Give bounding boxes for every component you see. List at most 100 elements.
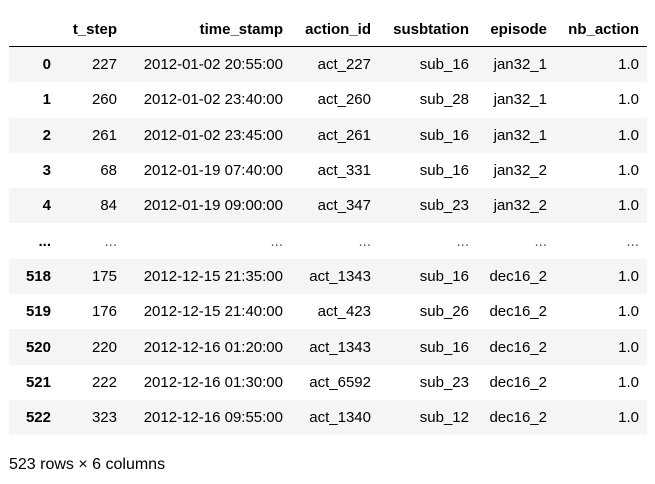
susbtation-cell: sub_12 (419, 409, 469, 427)
time-stamp-cell: ... (270, 232, 283, 250)
header-episode: episode (477, 12, 555, 47)
nb-action-cell: 1.0 (618, 409, 639, 427)
header-time-stamp: time_stamp (125, 12, 291, 47)
nb-action-cell: 1.0 (618, 303, 639, 321)
action-id-cell: act_260 (317, 91, 371, 109)
episode-cell: dec16_2 (489, 338, 547, 356)
nb-action-cell: 1.0 (618, 338, 639, 356)
row-index: ... (38, 232, 51, 250)
table-row: 522 323 2012-12-16 09:55:00 act_1340 sub_12 d… (9, 399, 647, 436)
time-stamp-cell: 2012-12-15 21:35:00 (143, 267, 283, 285)
time-stamp-cell: 2012-01-02 23:40:00 (143, 91, 283, 109)
table-summary: 523 rows × 6 columns (9, 456, 166, 473)
t-step-cell: 261 (91, 126, 117, 144)
episode-cell: jan32_1 (493, 91, 547, 109)
t-step-cell: 175 (91, 267, 117, 285)
episode-cell: jan32_2 (493, 162, 547, 180)
dataframe-output: t_step time_stamp action_id susbtation e… (9, 12, 647, 436)
episode-cell: dec16_2 (489, 267, 547, 285)
row-index: 522 (25, 409, 51, 427)
table-row: 518 175 2012-12-15 21:35:00 act_1343 sub_16 d… (9, 258, 647, 295)
table-row: 2 261 2012-01-02 23:45:00 act_261 sub_16 jan3… (9, 117, 647, 153)
susbtation-cell: sub_26 (419, 303, 469, 321)
susbtation-cell: sub_23 (419, 373, 469, 391)
t-step-cell: 220 (91, 338, 117, 356)
susbtation-cell: sub_16 (419, 56, 469, 74)
action-id-cell: act_227 (317, 56, 371, 74)
action-id-cell: act_1343 (309, 267, 371, 285)
nb-action-cell: 1.0 (618, 267, 639, 285)
row-index: 2 (42, 126, 51, 144)
row-index: 3 (42, 162, 51, 180)
table-row: 1 260 2012-01-02 23:40:00 act_260 sub_28 jan3… (9, 82, 647, 118)
row-index: 518 (25, 267, 51, 285)
time-stamp-cell: 2012-01-19 09:00:00 (143, 197, 283, 215)
action-id-cell: act_1343 (309, 338, 371, 356)
susbtation-cell: sub_16 (419, 162, 469, 180)
t-step-cell: 260 (91, 91, 117, 109)
episode-cell: jan32_1 (493, 126, 547, 144)
action-id-cell: act_331 (317, 162, 371, 180)
row-index: 521 (25, 373, 51, 391)
table-row: 521 222 2012-12-16 01:30:00 act_6592 sub_23 d… (9, 364, 647, 400)
table-header: t_step time_stamp action_id susbtation e… (9, 12, 647, 47)
time-stamp-cell: 2012-12-15 21:40:00 (143, 303, 283, 321)
susbtation-cell: sub_16 (419, 267, 469, 285)
susbtation-cell: sub_16 (419, 338, 469, 356)
nb-action-cell: 1.0 (618, 91, 639, 109)
row-index: 519 (25, 303, 51, 321)
row-index: 4 (42, 197, 51, 215)
nb-action-cell: 1.0 (618, 197, 639, 215)
table-row: 0 227 2012-01-02 20:55:00 act_227 sub_16 jan3… (9, 46, 647, 83)
time-stamp-cell: 2012-01-19 07:40:00 (143, 162, 283, 180)
nb-action-cell: 1.0 (618, 56, 639, 74)
nb-action-cell: 1.0 (618, 126, 639, 144)
table-row: 520 220 2012-12-16 01:20:00 act_1343 sub_16 d… (9, 329, 647, 365)
t-step-cell: 227 (91, 56, 117, 74)
time-stamp-cell: 2012-12-16 01:20:00 (143, 338, 283, 356)
time-stamp-cell: 2012-01-02 23:45:00 (143, 126, 283, 144)
action-id-cell: act_261 (317, 126, 371, 144)
susbtation-cell: sub_28 (419, 91, 469, 109)
susbtation-cell: sub_16 (419, 126, 469, 144)
table-row: 519 176 2012-12-15 21:40:00 act_423 sub_26 de… (9, 294, 647, 330)
table-body: 0 227 2012-01-02 20:55:00 act_227 sub_16 jan3… (9, 46, 647, 436)
t-step-cell: 84 (100, 197, 117, 215)
action-id-cell: act_423 (317, 303, 371, 321)
episode-cell: jan32_1 (493, 56, 547, 74)
ellipsis-row: ..................... (9, 223, 647, 259)
nb-action-cell: ... (626, 232, 639, 250)
episode-cell: dec16_2 (489, 303, 547, 321)
episode-cell: ... (534, 232, 547, 250)
nb-action-cell: 1.0 (618, 373, 639, 391)
header-nb-action: nb_action (555, 12, 647, 47)
t-step-cell: ... (104, 232, 117, 250)
nb-action-cell: 1.0 (618, 162, 639, 180)
row-index: 1 (42, 91, 51, 109)
header-index (9, 12, 59, 47)
row-index: 520 (25, 338, 51, 356)
t-step-cell: 176 (91, 303, 117, 321)
table-row: 3 68 2012-01-19 07:40:00 act_331 sub_16 jan32… (9, 152, 647, 189)
t-step-cell: 323 (91, 409, 117, 427)
action-id-cell: act_347 (317, 197, 371, 215)
time-stamp-cell: 2012-12-16 09:55:00 (143, 409, 283, 427)
episode-cell: dec16_2 (489, 373, 547, 391)
t-step-cell: 68 (100, 162, 117, 180)
table-row: 4 84 2012-01-19 09:00:00 act_347 sub_23 jan32… (9, 188, 647, 224)
header-row: t_step time_stamp action_id susbtation e… (9, 12, 647, 47)
row-index: 0 (42, 56, 51, 74)
time-stamp-cell: 2012-12-16 01:30:00 (143, 373, 283, 391)
header-action-id: action_id (291, 12, 379, 47)
action-id-cell: ... (358, 232, 371, 250)
t-step-cell: 222 (91, 373, 117, 391)
action-id-cell: act_1340 (309, 409, 371, 427)
header-susbtation: susbtation (379, 12, 477, 47)
susbtation-cell: sub_23 (419, 197, 469, 215)
episode-cell: jan32_2 (493, 197, 547, 215)
episode-cell: dec16_2 (489, 409, 547, 427)
time-stamp-cell: 2012-01-02 20:55:00 (143, 56, 283, 74)
susbtation-cell: ... (456, 232, 469, 250)
action-id-cell: act_6592 (309, 373, 371, 391)
dataframe-table: t_step time_stamp action_id susbtation e… (9, 12, 647, 436)
